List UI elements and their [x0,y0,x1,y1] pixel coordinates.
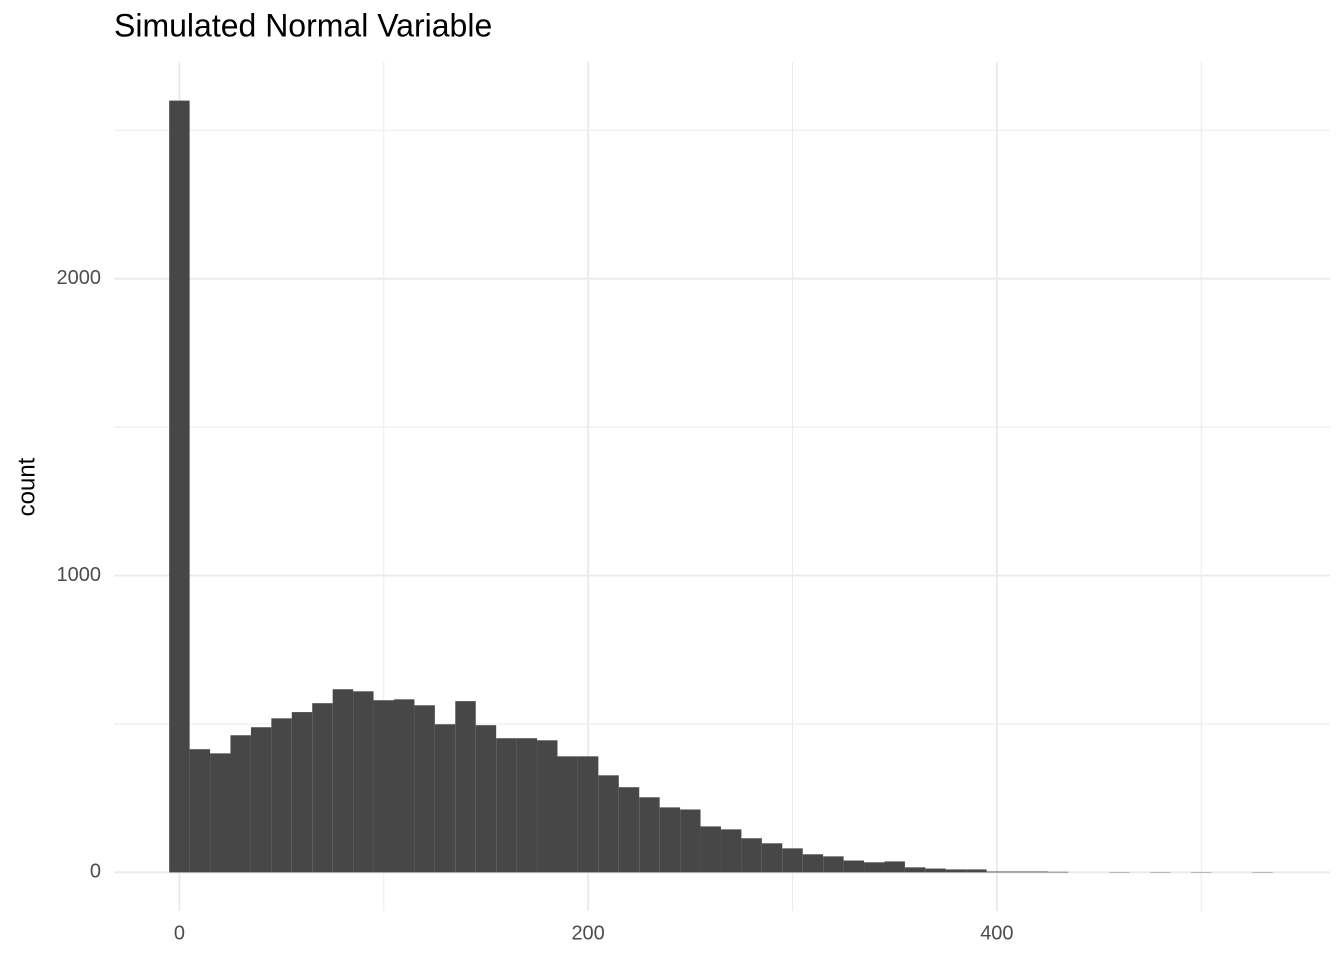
bar [516,738,538,873]
y-tick-label: 2000 [57,267,102,289]
bar [393,699,415,873]
bar [210,753,231,873]
x-tick-label: 0 [174,922,185,944]
x-tick-label: 200 [571,922,604,944]
bar [802,854,824,873]
bar [414,705,435,873]
bar [720,829,742,873]
bar [761,843,783,873]
bar [904,867,926,873]
bar [864,862,885,873]
y-axis-label: count [13,457,40,516]
bar [1047,871,1069,873]
bar [475,725,497,873]
bar [537,740,558,873]
bar [271,718,292,873]
bar [332,689,354,873]
bar [373,700,394,873]
bar [189,749,211,873]
y-tick-label: 1000 [57,564,102,586]
bar [966,869,987,873]
bar [659,807,681,873]
bar [986,871,1008,873]
bar [843,860,865,873]
y-tick-label: 0 [90,861,101,883]
bar [823,856,844,873]
bar [925,868,946,873]
chart-title: Simulated Normal Variable [114,7,492,43]
bar [598,775,619,873]
bar [741,838,762,873]
x-tick-label: 400 [980,922,1013,944]
bar [557,756,578,873]
bar [169,100,190,873]
bar [291,712,313,873]
bar [700,826,721,873]
bar [618,787,640,873]
bar [945,869,967,873]
bar [782,848,803,873]
bar [496,738,517,873]
bar [353,691,374,873]
bar [434,724,456,873]
bar [312,703,333,873]
bar [680,809,701,873]
bar [577,756,599,873]
bar [1007,871,1028,873]
bar [250,727,272,873]
bar [230,735,251,873]
bar [455,701,476,873]
bar [884,861,905,873]
bar [639,797,660,873]
bar [1027,871,1048,873]
